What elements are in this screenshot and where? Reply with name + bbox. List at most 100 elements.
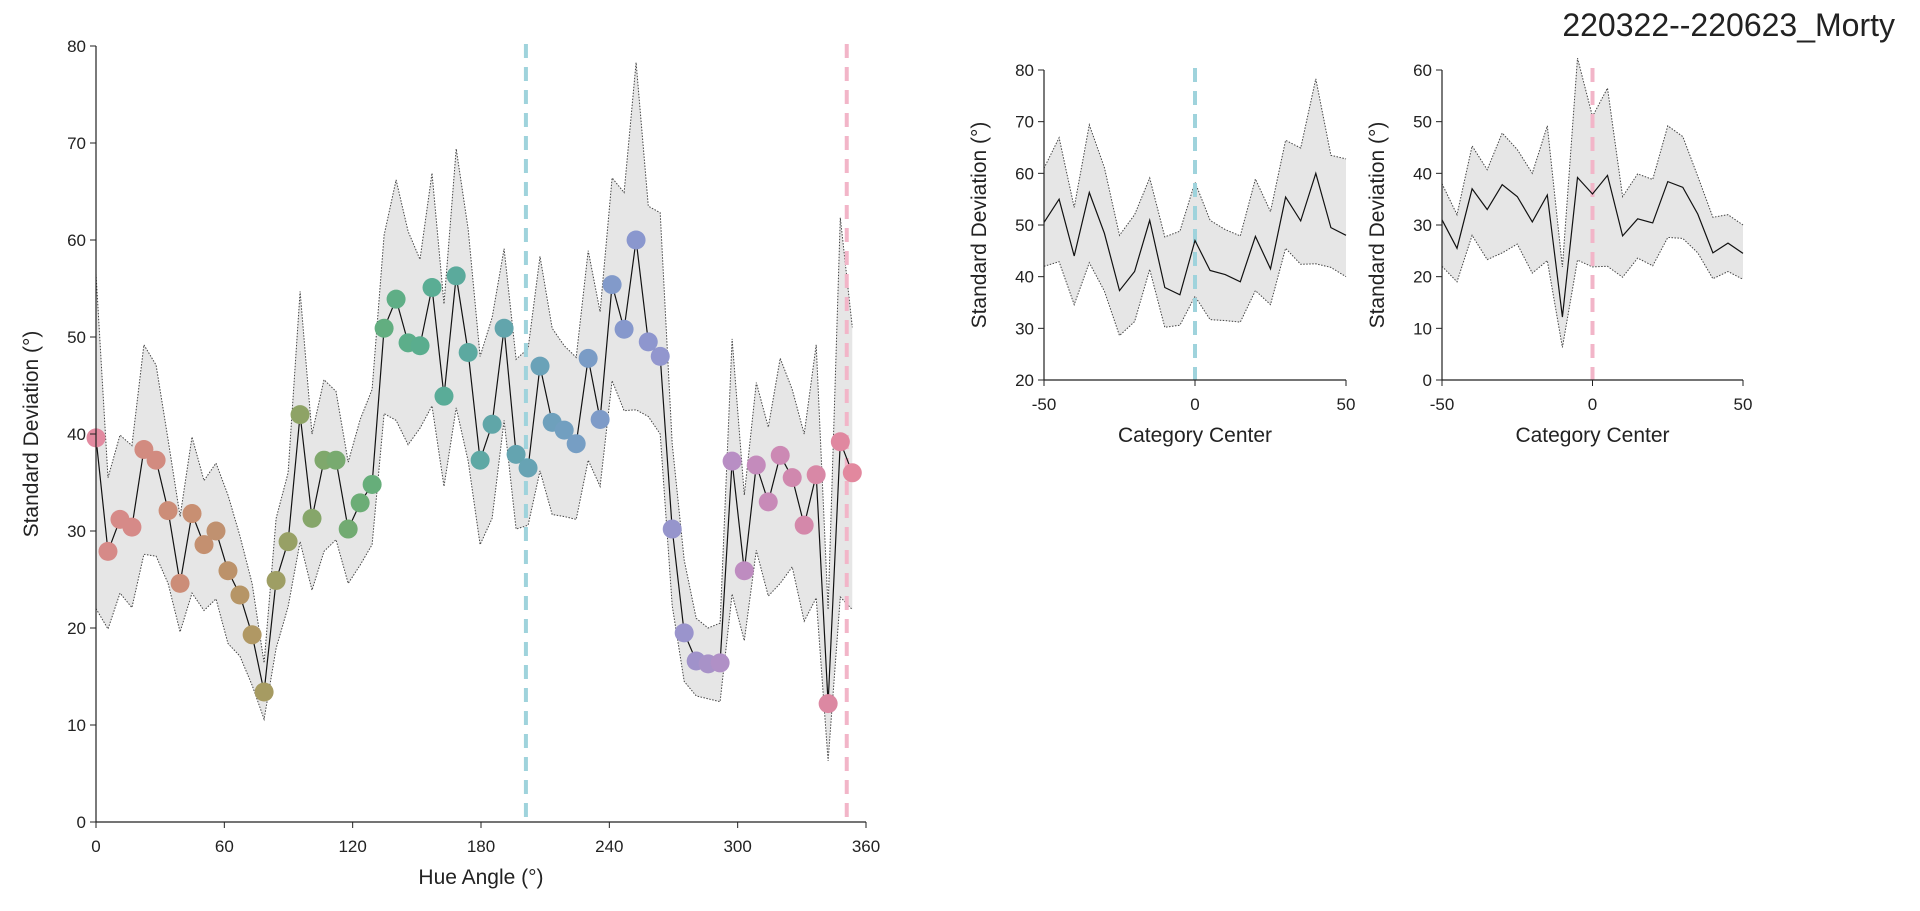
data-point xyxy=(182,504,202,524)
data-point xyxy=(722,451,742,471)
category-center-panel-left: 20 30 40 50 60 70 80 -50 0 50 Category Center Stand… xyxy=(968,61,1355,447)
y-tick-label: 20 xyxy=(67,619,86,638)
data-point xyxy=(218,561,238,581)
x-tick-label: 300 xyxy=(723,837,751,856)
data-point xyxy=(458,343,478,363)
x-tick-label: 0 xyxy=(1190,395,1199,414)
data-point xyxy=(326,450,346,470)
data-point xyxy=(758,492,778,512)
data-point xyxy=(806,465,826,485)
sd-band-upper-line xyxy=(1043,78,1347,238)
data-point xyxy=(170,573,190,593)
x-tick-label: 0 xyxy=(1588,395,1597,414)
data-point xyxy=(146,450,166,470)
data-point xyxy=(602,275,622,295)
x-tick-label: 240 xyxy=(595,837,623,856)
data-point xyxy=(590,409,610,429)
data-point xyxy=(782,468,802,488)
x-tick-label: 50 xyxy=(1337,395,1356,414)
y-tick-label: 40 xyxy=(1015,268,1034,287)
data-point xyxy=(566,434,586,454)
y-axis-title: Standard Deviation (°) xyxy=(20,331,43,538)
mean-line xyxy=(95,239,853,704)
y-tick-label: 70 xyxy=(67,134,86,153)
data-point xyxy=(614,319,634,339)
y-tick-label: 30 xyxy=(1413,216,1432,235)
x-tick-label: 0 xyxy=(91,837,100,856)
y-tick-label: 50 xyxy=(1413,113,1432,132)
x-tick-label: 50 xyxy=(1734,395,1753,414)
y-tick-label: 40 xyxy=(1413,164,1432,183)
y-tick-label: 30 xyxy=(67,522,86,541)
y-tick-label: 50 xyxy=(67,328,86,347)
data-point xyxy=(194,535,214,555)
y-tick-label: 80 xyxy=(1015,61,1034,80)
data-point xyxy=(518,458,538,478)
data-point xyxy=(290,405,310,425)
data-point xyxy=(710,653,730,673)
y-tick-label: 50 xyxy=(1015,216,1034,235)
x-tick-label: 180 xyxy=(467,837,495,856)
data-point xyxy=(362,474,382,494)
data-point xyxy=(302,508,322,528)
x-axis-title: Category Center xyxy=(1118,424,1272,447)
data-point xyxy=(98,541,118,561)
data-point xyxy=(242,625,262,645)
data-point xyxy=(470,450,490,470)
hue-angle-panel: 0 10 20 30 40 50 60 70 80 0 60 120 180 240 300 360 Hue A… xyxy=(20,37,880,889)
sd-band-lower-line xyxy=(95,380,853,761)
data-point xyxy=(734,561,754,581)
y-tick-label: 10 xyxy=(67,716,86,735)
x-tick-label: -50 xyxy=(1032,395,1057,414)
y-tick-label: 60 xyxy=(67,231,86,250)
data-point xyxy=(830,432,850,452)
data-point xyxy=(746,455,766,475)
data-point xyxy=(842,463,862,483)
data-point xyxy=(770,445,790,465)
y-tick-label: 20 xyxy=(1015,371,1034,390)
y-tick-label: 60 xyxy=(1015,164,1034,183)
y-tick-label: 60 xyxy=(1413,61,1432,80)
data-point xyxy=(206,521,226,541)
y-tick-label: 70 xyxy=(1015,113,1034,132)
data-point xyxy=(662,519,682,539)
figure-title: 220322--220623_Morty xyxy=(1562,7,1895,43)
x-axis-title: Category Center xyxy=(1515,424,1669,447)
sd-band xyxy=(1442,58,1743,348)
data-point xyxy=(434,386,454,406)
data-point xyxy=(530,356,550,376)
y-axis-title: Standard Deviation (°) xyxy=(1366,122,1389,329)
data-point xyxy=(650,346,670,366)
data-point xyxy=(278,532,298,552)
data-point xyxy=(374,318,394,338)
data-point xyxy=(794,515,814,535)
y-tick-label: 10 xyxy=(1413,319,1432,338)
data-point xyxy=(254,682,274,702)
y-tick-label: 20 xyxy=(1413,268,1432,287)
data-point xyxy=(674,623,694,643)
data-point xyxy=(482,414,502,434)
y-tick-label: 0 xyxy=(1423,371,1432,390)
data-point xyxy=(818,694,838,714)
data-point xyxy=(578,348,598,368)
y-tick-label: 0 xyxy=(77,813,86,832)
data-point xyxy=(494,318,514,338)
sd-band-lower-line xyxy=(1441,234,1744,348)
y-tick-label: 40 xyxy=(67,425,86,444)
data-point xyxy=(122,517,142,537)
data-point xyxy=(230,585,250,605)
x-tick-label: -50 xyxy=(1430,395,1455,414)
y-tick-label: 30 xyxy=(1015,319,1034,338)
data-point xyxy=(422,278,442,298)
x-tick-label: 360 xyxy=(852,837,880,856)
data-point xyxy=(386,289,406,309)
data-point xyxy=(638,332,658,352)
y-tick-label: 80 xyxy=(67,37,86,56)
data-point xyxy=(626,230,646,250)
data-point xyxy=(266,570,286,590)
mean-line xyxy=(1043,171,1347,296)
data-point xyxy=(554,420,574,440)
x-tick-label: 120 xyxy=(338,837,366,856)
mean-line xyxy=(1441,174,1744,318)
